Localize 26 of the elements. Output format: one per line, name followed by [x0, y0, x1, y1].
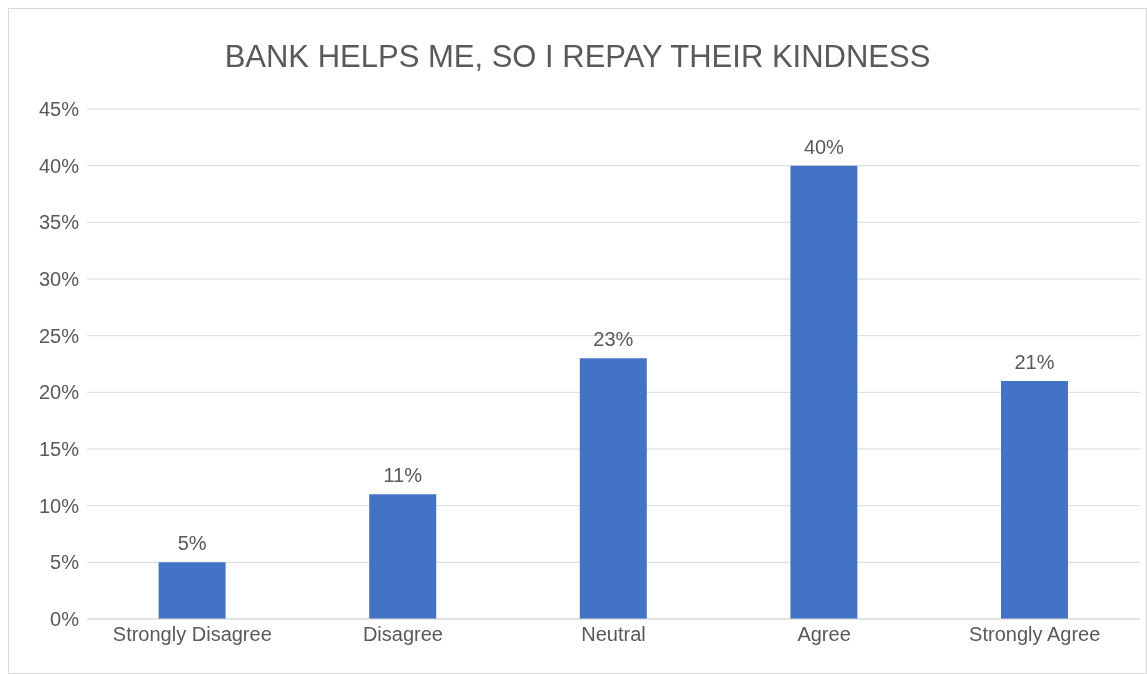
data-label: 21%: [1014, 351, 1055, 373]
bar: [369, 494, 437, 619]
x-tick-label: Strongly Agree: [969, 623, 1101, 646]
x-tick-label: Agree: [797, 623, 851, 646]
y-tick-label: 35%: [38, 211, 80, 234]
data-label: 23%: [593, 328, 634, 351]
x-tick-label: Strongly Disagree: [112, 623, 272, 646]
y-tick-label: 25%: [38, 324, 80, 347]
data-label: 40%: [803, 135, 845, 158]
bar: [1001, 381, 1068, 619]
bar: [790, 165, 858, 619]
y-tick-label: 15%: [38, 438, 80, 461]
chart-title: BANK HELPS ME, SO I REPAY THEIR KINDNESS: [223, 38, 932, 76]
bar: [158, 562, 226, 619]
y-tick-label: 30%: [38, 268, 80, 291]
data-label: 11%: [383, 464, 423, 487]
x-tick-label: Disagree: [362, 623, 443, 646]
y-tick-label: 20%: [38, 381, 80, 404]
y-tick-label: 40%: [38, 154, 80, 177]
y-tick-label: 0%: [50, 608, 80, 631]
y-tick-label: 10%: [38, 494, 80, 517]
x-tick-label: Neutral: [581, 623, 646, 646]
y-tick-label: 45%: [38, 98, 80, 121]
bar: [579, 358, 647, 619]
data-label: 5%: [177, 532, 207, 555]
y-tick-label: 5%: [50, 551, 80, 574]
